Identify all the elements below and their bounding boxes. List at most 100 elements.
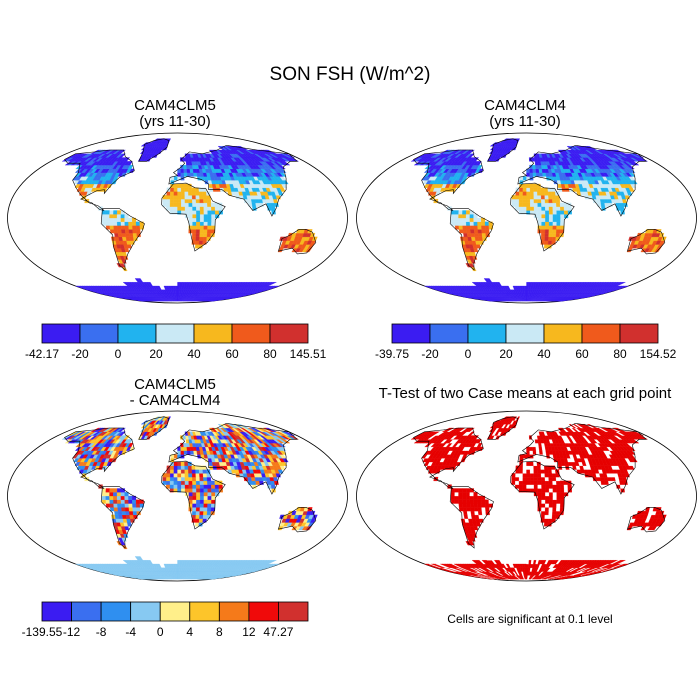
grid-cell xyxy=(541,225,546,230)
grid-cell xyxy=(196,221,201,226)
grid-cell xyxy=(173,454,178,459)
grid-cell xyxy=(218,206,223,211)
grid-cell xyxy=(202,469,207,474)
grid-cell xyxy=(463,232,468,238)
grid-cell xyxy=(184,469,189,474)
grid-cell xyxy=(469,225,475,230)
grid-cell xyxy=(552,210,557,215)
grid-cell xyxy=(526,198,531,204)
grid-cell xyxy=(177,461,182,466)
grid-cell xyxy=(473,499,478,504)
grid-cell xyxy=(533,469,538,474)
grid-cell xyxy=(505,285,511,290)
grid-cell xyxy=(207,206,212,211)
grid-cell xyxy=(203,232,208,238)
grid-cell xyxy=(196,214,201,219)
grid-cell xyxy=(458,214,463,219)
grid-cell xyxy=(481,503,486,508)
grid-cell xyxy=(199,476,204,482)
grid-cell xyxy=(188,484,193,489)
grid-cell xyxy=(169,484,174,489)
grid-cell xyxy=(202,236,208,241)
grid-cell xyxy=(547,469,553,474)
grid-cell xyxy=(175,285,178,290)
grid-cell xyxy=(548,210,554,215)
panel-title-line1: CAM4CLM5 xyxy=(134,376,216,393)
grid-cell xyxy=(128,217,133,222)
grid-cell xyxy=(273,476,279,482)
grid-cell xyxy=(203,507,208,512)
grid-cell xyxy=(117,503,122,508)
grid-cell xyxy=(147,560,153,565)
grid-cell xyxy=(522,206,527,211)
grid-cell xyxy=(207,503,212,508)
grid-cell xyxy=(124,217,129,222)
grid-cell xyxy=(124,221,129,226)
grid-cell xyxy=(526,560,530,565)
grid-cell xyxy=(180,187,185,192)
grid-cell xyxy=(462,210,467,215)
grid-cell xyxy=(196,488,201,493)
grid-cell xyxy=(526,191,531,196)
grid-cell xyxy=(202,473,208,478)
coastline-australia xyxy=(278,507,317,533)
grid-cell xyxy=(169,195,175,200)
grid-cell xyxy=(541,221,546,226)
grid-cell xyxy=(191,191,196,196)
grid-cell xyxy=(184,488,189,493)
grid-cell xyxy=(515,198,520,204)
grid-cell xyxy=(109,495,114,500)
grid-cell xyxy=(458,495,463,500)
grid-cell xyxy=(113,492,118,497)
grid-cell xyxy=(522,187,527,192)
grid-cell xyxy=(196,210,201,215)
grid-cell xyxy=(173,206,178,211)
grid-cell xyxy=(203,225,208,230)
grid-cell xyxy=(532,172,537,177)
grid-cell xyxy=(454,221,459,226)
grid-cell xyxy=(199,484,204,489)
grid-cell xyxy=(188,210,193,215)
grid-cell xyxy=(552,507,557,512)
grid-cell xyxy=(511,476,516,482)
grid-cell xyxy=(124,225,129,230)
grid-cell xyxy=(548,507,553,512)
grid-cell xyxy=(194,244,200,249)
grid-cell xyxy=(188,469,193,474)
grid-cell xyxy=(563,488,569,493)
grid-cell xyxy=(192,503,197,508)
grid-cell xyxy=(188,206,193,211)
grid-cell xyxy=(180,461,185,466)
grid-cell xyxy=(196,495,201,500)
grid-cell xyxy=(207,229,212,234)
grid-cell xyxy=(218,484,223,489)
grid-cell xyxy=(615,563,629,568)
grid-cell xyxy=(211,499,216,504)
grid-cell xyxy=(548,217,554,222)
grid-cell xyxy=(466,503,471,508)
grid-cell xyxy=(469,214,474,219)
grid-cell xyxy=(177,187,182,192)
grid-cell xyxy=(533,210,538,215)
grid-cell xyxy=(552,206,557,211)
grid-cell xyxy=(199,217,205,222)
grid-cell xyxy=(181,198,186,204)
grid-cell xyxy=(477,499,482,504)
grid-cell xyxy=(470,510,476,516)
grid-cell xyxy=(548,198,553,204)
grid-cell xyxy=(522,476,527,482)
grid-cell xyxy=(207,225,212,230)
grid-cell xyxy=(476,164,483,170)
grid-cell xyxy=(173,476,178,482)
grid-cell xyxy=(556,484,561,489)
grid-cell xyxy=(567,206,572,211)
grid-cell xyxy=(101,495,106,500)
grid-cell xyxy=(129,514,134,519)
grid-cell xyxy=(184,210,189,215)
grid-cell xyxy=(466,229,471,234)
grid-cell xyxy=(551,518,556,523)
map-difference xyxy=(7,410,348,582)
grid-cell xyxy=(203,210,208,215)
grid-cell xyxy=(199,480,204,485)
grid-cell xyxy=(195,240,200,245)
